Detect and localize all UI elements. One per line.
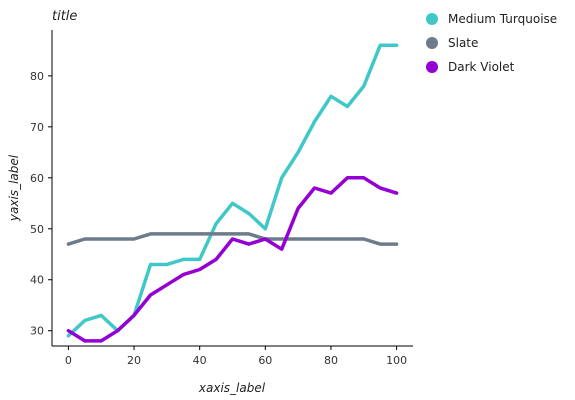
y-tick-label: 60 [30,172,44,185]
legend-label: Medium Turquoise [448,12,557,26]
legend-swatch [426,13,438,25]
y-tick-label: 70 [30,121,44,134]
series-layer [66,43,399,343]
x-tick-label: 20 [127,354,141,367]
x-tick-label: 60 [258,354,272,367]
y-tick-label: 30 [30,325,44,338]
legend-label: Slate [448,36,478,50]
y-tick-label: 50 [30,223,44,236]
y-tick-label: 40 [30,274,44,287]
chart-title: title [52,9,77,24]
series-line [66,176,399,343]
series-line [66,43,399,338]
axes: 0 20 40 60 80 100 30 40 50 60 70 80 [30,30,413,367]
legend-swatch [426,61,438,73]
series-line [66,232,399,246]
x-tick-label: 80 [324,354,338,367]
x-tick-label: 0 [65,354,72,367]
legend: Medium Turquoise Slate Dark Violet [426,12,557,74]
x-axis-title: xaxis_label [198,381,266,395]
x-tick-label: 40 [193,354,207,367]
y-axis-title: yaxis_label [7,154,21,222]
legend-label: Dark Violet [448,60,515,74]
x-tick-label: 100 [386,354,407,367]
y-tick-label: 80 [30,70,44,83]
legend-swatch [426,37,438,49]
